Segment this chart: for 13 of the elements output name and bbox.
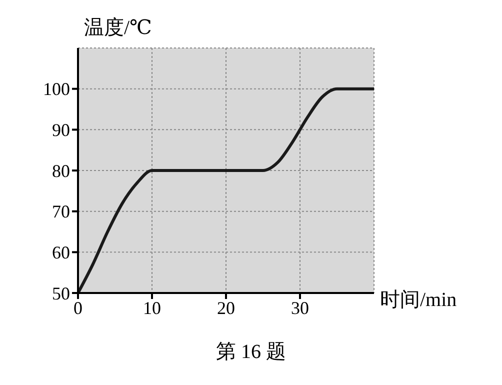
x-tick-label: 0 [74, 298, 82, 318]
y-tick-label: 90 [52, 120, 70, 140]
x-axis-title: 时间/min [380, 288, 457, 313]
y-tick-label: 70 [52, 202, 70, 222]
y-tick-label: 60 [52, 242, 70, 263]
x-tick-label: 30 [291, 298, 309, 318]
y-tick-label: 100 [43, 79, 70, 100]
text: 第 16 题 [215, 340, 287, 365]
y-axis-title: 温度/℃ [84, 16, 152, 41]
x-tick-label: 20 [217, 298, 235, 318]
y-tick-label: 50 [52, 283, 70, 304]
x-tick-label: 10 [143, 298, 161, 318]
y-tick-label: 80 [52, 160, 70, 181]
